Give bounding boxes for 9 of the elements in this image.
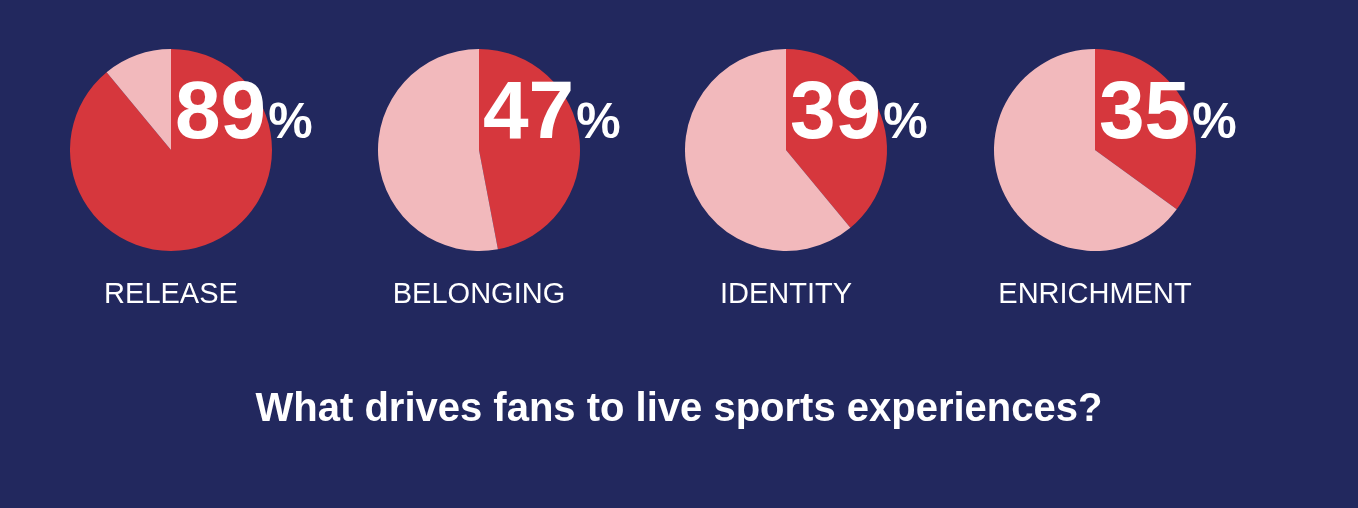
data-label: 89% <box>175 64 313 155</box>
text: BELONGING <box>391 277 567 310</box>
text: RELEASE <box>103 277 239 310</box>
data-label: 35% <box>1099 64 1237 155</box>
data-label: 47% <box>483 64 621 155</box>
text: ENRICHMENT <box>997 277 1193 310</box>
text: What drives fans to live sports experiences? <box>254 385 1104 430</box>
data-label: 39% <box>790 64 928 155</box>
text: IDENTITY <box>718 277 854 310</box>
